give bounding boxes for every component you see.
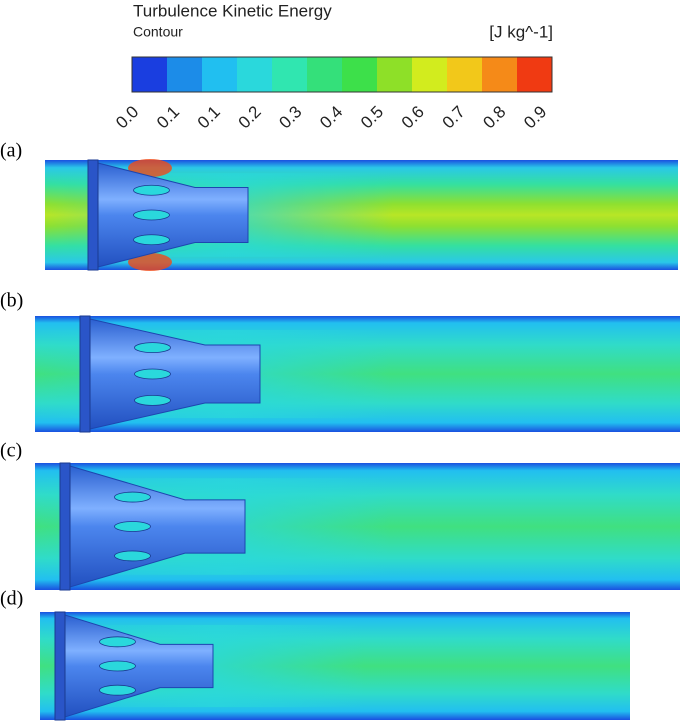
colorbar-swatch <box>447 57 483 92</box>
colorbar-swatch <box>377 57 413 92</box>
nozzle-hole <box>134 368 171 380</box>
panel-label: (d) <box>0 588 23 610</box>
nozzle-ring <box>87 159 99 271</box>
colorbar-tick-label: 0.6 <box>398 102 428 132</box>
colorbar-tick-label: 0.9 <box>520 102 550 132</box>
colorbar-swatch <box>342 57 378 92</box>
hot-spot <box>128 253 172 271</box>
nozzle-hole <box>134 394 171 406</box>
colorbar-tick-label: 0.0 <box>112 102 142 132</box>
nozzle-hole <box>114 550 151 562</box>
nozzle-hole <box>99 636 136 648</box>
legend-title: Turbulence Kinetic Energy <box>133 1 332 20</box>
colorbar-swatch <box>237 57 273 92</box>
panels: (a) (b) (c) (d) <box>0 140 680 721</box>
panel: (c) <box>0 440 680 591</box>
colorbar-swatch <box>307 57 343 92</box>
panel-label: (b) <box>0 290 23 312</box>
colorbar-swatch <box>202 57 238 92</box>
nozzle-hole <box>134 342 171 354</box>
colorbar-swatch <box>482 57 518 92</box>
panel: (d) <box>0 588 630 721</box>
colorbar-swatch <box>167 57 203 92</box>
colorbar-tick-label: 0.4 <box>316 102 346 132</box>
colorbar-swatch <box>412 57 448 92</box>
colorbar-tick-label: 0.8 <box>479 102 509 132</box>
nozzle-hole <box>133 184 170 196</box>
colorbar-tick-label: 0.5 <box>357 102 387 132</box>
nozzle-hole <box>114 521 151 532</box>
colorbar-frame <box>131 56 553 93</box>
nozzle-hole <box>133 234 170 246</box>
nozzle-ring <box>79 315 91 433</box>
colorbar-tick-label: 0.1 <box>194 102 224 132</box>
colorbar-swatch <box>272 57 308 92</box>
nozzle-hole <box>99 684 136 696</box>
colorbar: 0.0 0.1 0.1 0.2 0.3 0.4 0.5 0.6 0.7 0.8 0.9 <box>112 56 553 132</box>
hot-spot <box>128 159 172 177</box>
nozzle-hole <box>133 209 170 221</box>
panel: (a) <box>0 140 678 271</box>
panel-label: (c) <box>0 440 22 462</box>
colorbar-tick-label: 0.2 <box>235 102 265 132</box>
panel-label: (a) <box>0 140 22 162</box>
colorbar-tick-label: 0.1 <box>153 102 183 132</box>
panel: (b) <box>0 290 680 433</box>
colorbar-tick-label: 0.3 <box>275 102 305 132</box>
colorbar-tick-label: 0.7 <box>439 102 469 132</box>
nozzle-hole <box>114 491 151 503</box>
legend-unit: [J kg^-1] <box>489 22 553 41</box>
colorbar-swatch <box>132 57 168 92</box>
nozzle-ring <box>59 462 71 591</box>
nozzle-ring <box>54 611 66 721</box>
colorbar-swatch <box>517 57 553 92</box>
legend-subtitle: Contour <box>133 24 183 40</box>
nozzle-hole <box>99 660 136 672</box>
